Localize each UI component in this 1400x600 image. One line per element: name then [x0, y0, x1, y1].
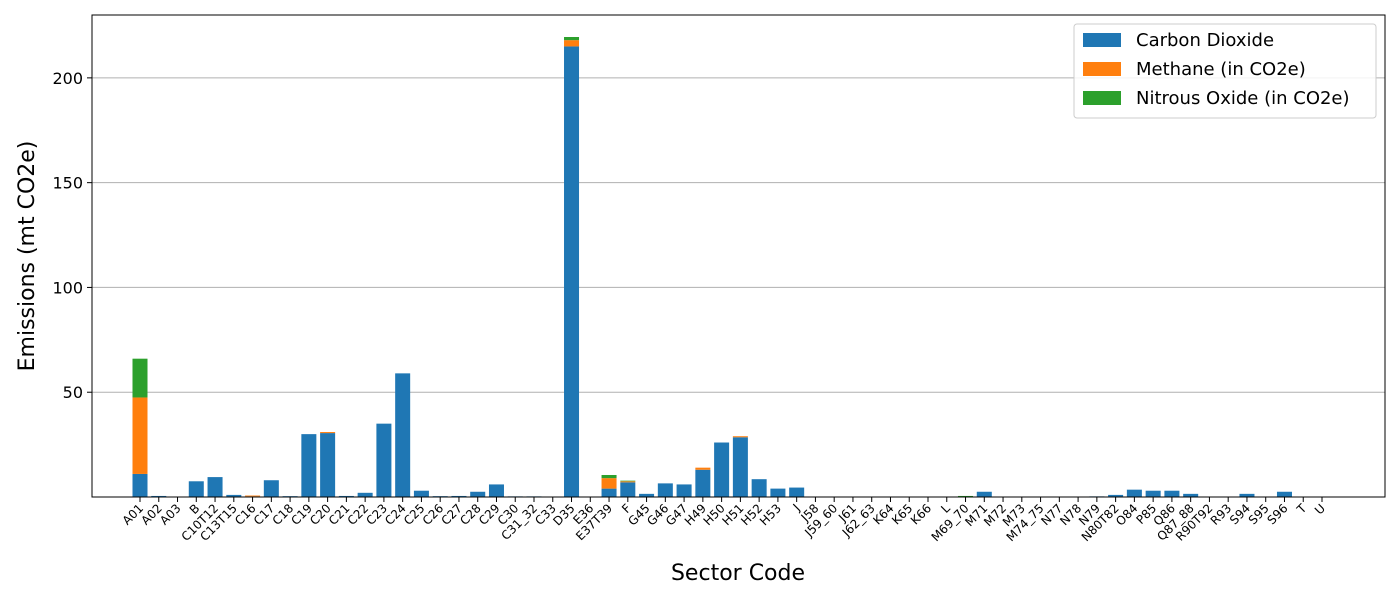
legend-box — [1073, 23, 1377, 119]
grid-lines — [92, 77, 1385, 393]
bar-H52-0 — [751, 479, 767, 497]
bar-H53-0 — [770, 488, 786, 497]
bars — [132, 37, 1292, 498]
bar-H51-1 — [732, 436, 748, 438]
bar-C10T12-0 — [207, 477, 223, 497]
y-tick-label: 150 — [52, 174, 83, 193]
bar-E37T39-2 — [601, 474, 617, 479]
bar-C27-0 — [451, 495, 467, 497]
bar-G47-0 — [676, 484, 692, 497]
y-tick-label: 200 — [52, 69, 83, 88]
bar-E37T39-1 — [601, 478, 617, 489]
y-tick-label: 50 — [63, 383, 83, 402]
plot-frame — [91, 14, 1386, 498]
bar-F-2 — [620, 480, 636, 482]
bar-D35-1 — [564, 40, 580, 47]
bar-C24-0 — [395, 373, 411, 497]
x-tick-label: T — [1294, 501, 1310, 517]
bar-C21-0 — [338, 495, 354, 497]
bar-C28-0 — [470, 491, 486, 497]
bar-C22-0 — [357, 492, 373, 497]
bar-G45-0 — [639, 493, 655, 497]
x-tick-label: K66 — [908, 501, 934, 527]
bar-C13T15-0 — [226, 494, 242, 497]
bar-M71-0 — [976, 491, 992, 497]
y-axis-ticks: 50 100 150 200 — [52, 69, 92, 402]
bar-S94-0 — [1239, 493, 1255, 497]
bar-C23-0 — [376, 423, 392, 497]
legend-swatch-1 — [1083, 62, 1121, 76]
bar-A02-0 — [151, 495, 167, 497]
bar-Q86-0 — [1164, 490, 1180, 497]
x-tick-label: U — [1312, 501, 1328, 517]
bar-P85-0 — [1145, 490, 1161, 497]
bar-H49-0 — [695, 469, 711, 497]
bar-F-1 — [620, 481, 636, 483]
bar-C25-0 — [413, 490, 429, 497]
legend-swatch-0 — [1083, 33, 1121, 47]
bar-D35-2 — [564, 37, 580, 41]
bar-M69_70-2 — [958, 495, 974, 497]
bar-A01-1 — [132, 397, 148, 474]
legend-label-0: Carbon Dioxide — [1136, 30, 1274, 51]
legend-label-2: Nitrous Oxide (in CO2e) — [1136, 88, 1350, 109]
bar-A01-2 — [132, 358, 148, 398]
bar-C29-0 — [488, 484, 504, 497]
bar-C20-1 — [320, 432, 336, 434]
bar-H51-0 — [732, 437, 748, 497]
legend-swatch-2 — [1083, 91, 1121, 105]
x-tick-label: A03 — [157, 501, 184, 528]
bar-Q87_88-0 — [1183, 493, 1199, 497]
bar-J-0 — [789, 487, 805, 497]
bar-F-0 — [620, 482, 636, 497]
x-tick-label: H53 — [757, 501, 784, 528]
bar-C20-0 — [320, 433, 336, 497]
bar-H49-1 — [695, 467, 711, 470]
bar-S96-0 — [1276, 491, 1292, 497]
bar-A01-0 — [132, 473, 148, 497]
legend: Carbon Dioxide Methane (in CO2e) Nitrous O… — [1073, 23, 1377, 119]
y-tick-label: 100 — [52, 278, 83, 297]
legend-label-1: Methane (in CO2e) — [1136, 59, 1306, 80]
bar-H50-0 — [714, 442, 730, 497]
y-axis-label: Emissions (mt CO2e) — [15, 141, 40, 372]
bar-E37T39-0 — [601, 488, 617, 497]
bar-N80T82-0 — [1108, 494, 1124, 497]
bar-G46-0 — [657, 483, 673, 497]
bar-D35-0 — [564, 46, 580, 497]
x-tick-label: S96 — [1265, 501, 1291, 527]
bar-O84-0 — [1126, 489, 1142, 497]
bar-B-0 — [188, 481, 204, 497]
bar-C19-0 — [301, 434, 317, 497]
bar-C16-1 — [245, 495, 261, 497]
x-axis-label: Sector Code — [671, 561, 805, 586]
bar-C17-0 — [263, 480, 279, 497]
